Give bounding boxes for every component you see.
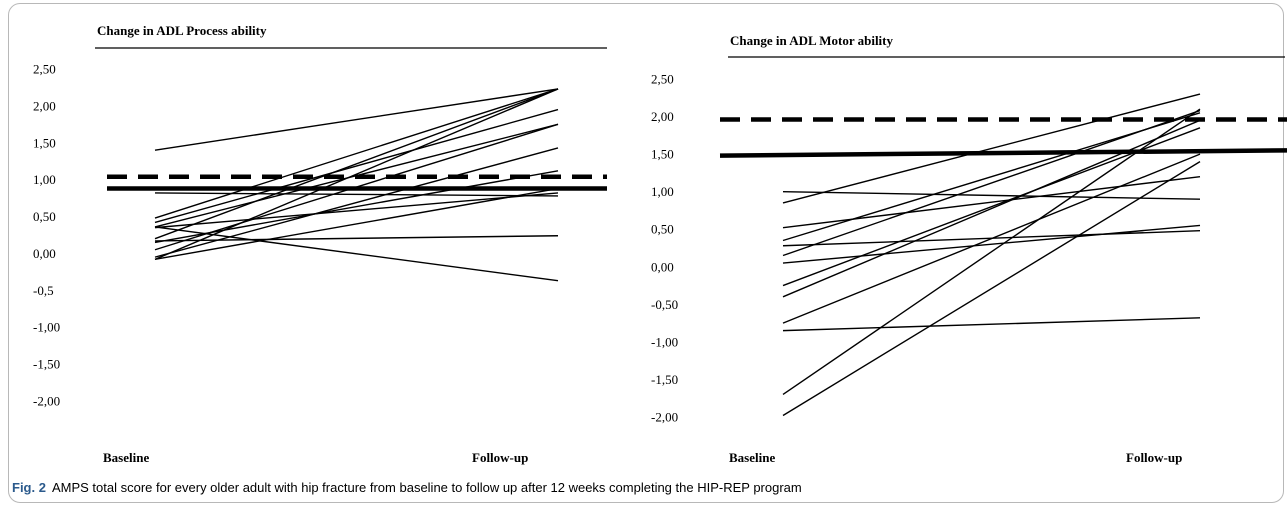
participant-line — [154, 226, 559, 282]
participant-line — [154, 123, 559, 251]
participant-line — [782, 317, 1201, 332]
process-ability-chart: Change in ADL Process ability 2,50 2,00 1,5… — [33, 23, 607, 465]
participant-line — [782, 109, 1201, 257]
participant-line — [154, 88, 559, 260]
motor-ability-chart: Change in ADL Motor ability 2,50 2,00 1,50 1… — [651, 33, 1287, 465]
participant-line — [154, 147, 559, 258]
y-tick-label: -2,00 — [651, 410, 678, 425]
y-tick-label: 0,50 — [651, 222, 674, 237]
y-tick-label: 1,50 — [33, 135, 56, 150]
participant-line — [782, 161, 1201, 417]
figure-caption-text: AMPS total score for every older adult w… — [51, 480, 802, 495]
y-tick-label: -1,50 — [651, 372, 678, 387]
y-tick-label: 1,50 — [651, 147, 674, 162]
chart-title: Change in ADL Motor ability — [730, 33, 894, 48]
mean-baseline-solid-line — [719, 148, 1287, 158]
y-tick-label: -0,50 — [651, 297, 678, 312]
participant-line — [154, 88, 559, 151]
participant-line — [154, 108, 559, 224]
y-tick-label: 1,00 — [651, 184, 674, 199]
chart-title: Change in ADL Process ability — [97, 23, 267, 38]
participant-line — [782, 93, 1201, 204]
y-tick-label: 2,50 — [33, 62, 56, 77]
participant-line — [154, 88, 559, 219]
participant-line — [154, 192, 559, 229]
participant-line — [782, 119, 1201, 298]
x-category-label: Baseline — [103, 450, 149, 465]
participant-line — [782, 224, 1201, 264]
x-category-label: Follow-up — [472, 450, 528, 465]
x-category-label: Baseline — [729, 450, 775, 465]
y-tick-label: 2,50 — [651, 72, 674, 87]
participant-line — [154, 170, 559, 244]
participant-line — [782, 153, 1201, 324]
participant-line — [782, 108, 1201, 396]
y-tick-label: 2,00 — [651, 109, 674, 124]
x-category-label: Follow-up — [1126, 450, 1182, 465]
y-tick-label: -1,00 — [33, 320, 60, 335]
participant-line — [154, 123, 559, 228]
figure-caption: Fig. 2 AMPS total score for every older a… — [12, 480, 802, 495]
y-tick-label: 0,00 — [33, 246, 56, 261]
y-tick-label: 0,50 — [33, 209, 56, 224]
figure-frame — [8, 3, 1284, 503]
y-tick-label: -1,00 — [651, 334, 678, 349]
participant-line — [154, 187, 559, 261]
y-tick-label: 0,00 — [651, 259, 674, 274]
y-tick-label: 1,00 — [33, 172, 56, 187]
y-tick-label: -1,50 — [33, 357, 60, 372]
participant-line — [154, 88, 559, 240]
participant-line — [154, 235, 559, 242]
participant-line — [782, 190, 1201, 200]
y-tick-label: -2,00 — [33, 394, 60, 409]
participant-line — [154, 192, 559, 197]
y-tick-label: -0,5 — [33, 283, 54, 298]
participant-line — [782, 175, 1201, 229]
figure-caption-label: Fig. 2 — [12, 480, 46, 495]
participant-line — [782, 127, 1201, 287]
y-tick-label: 2,00 — [33, 98, 56, 113]
